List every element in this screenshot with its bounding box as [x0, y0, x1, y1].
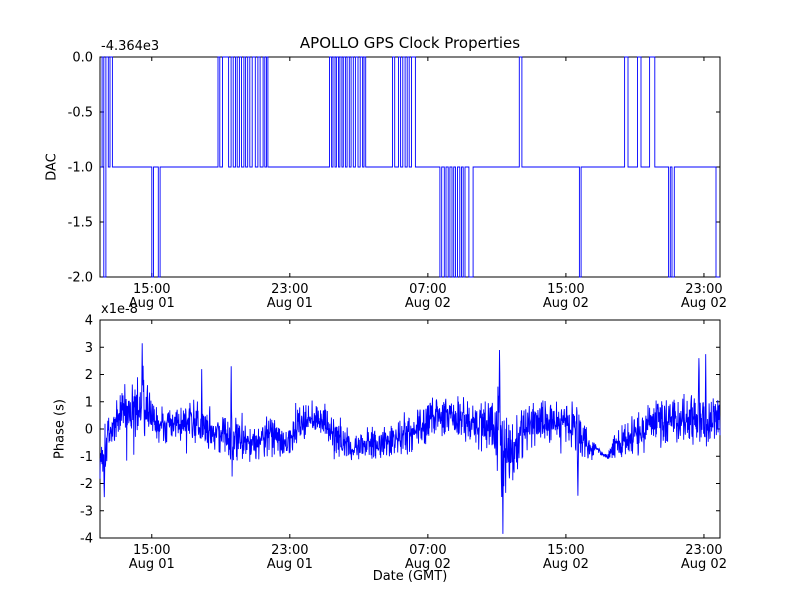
- x-tick-time-label: 15:00: [133, 543, 170, 558]
- x-tick-date-label: Aug 02: [543, 557, 589, 572]
- y-tick-label: -1: [80, 450, 93, 465]
- phase-series-line: [99, 343, 721, 534]
- y-tick-label: -2.0: [68, 271, 93, 286]
- y-tick-label: 1: [85, 395, 93, 410]
- y-tick-label: -1.5: [68, 216, 93, 231]
- y-tick-label: -3: [80, 504, 93, 519]
- x-tick-time-label: 23:00: [271, 543, 308, 558]
- x-tick-time-label: 15:00: [133, 282, 170, 297]
- date-axis-label: Date (GMT): [372, 569, 448, 584]
- dac-axis-label: DAC: [44, 153, 60, 181]
- phase-scale-label: x1e-8: [101, 302, 138, 317]
- y-tick-label: 2: [85, 368, 93, 383]
- y-tick-label: 4: [85, 314, 93, 329]
- dac-series-line: [100, 56, 720, 278]
- x-tick-time-label: 23:00: [685, 282, 722, 297]
- x-tick-date-label: Aug 01: [129, 296, 175, 311]
- y-tick-label: 0.0: [72, 51, 93, 66]
- x-tick-time-label: 15:00: [547, 282, 584, 297]
- x-tick-date-label: Aug 02: [405, 296, 451, 311]
- y-tick-label: -2: [80, 477, 93, 492]
- x-tick-date-label: Aug 02: [543, 296, 589, 311]
- phase-axis-label: Phase (s): [52, 399, 68, 459]
- y-tick-label: -0.5: [68, 106, 93, 121]
- y-tick-label: 3: [85, 341, 93, 356]
- x-tick-time-label: 07:00: [409, 543, 446, 558]
- x-tick-date-label: Aug 02: [405, 557, 451, 572]
- x-tick-date-label: Aug 02: [681, 296, 727, 311]
- x-tick-date-label: Aug 01: [267, 557, 313, 572]
- y-tick-label: -4: [80, 532, 93, 547]
- x-tick-time-label: 15:00: [547, 543, 584, 558]
- chart-title: APOLLO GPS Clock Properties: [299, 34, 521, 52]
- x-tick-date-label: Aug 01: [267, 296, 313, 311]
- y-tick-label: 0: [85, 423, 93, 438]
- y-tick-label: -1.0: [68, 161, 93, 176]
- x-tick-time-label: 07:00: [409, 282, 446, 297]
- x-tick-time-label: 23:00: [685, 543, 722, 558]
- dac-offset-label: -4.364e3: [101, 39, 160, 54]
- x-tick-date-label: Aug 02: [681, 557, 727, 572]
- x-tick-date-label: Aug 01: [129, 557, 175, 572]
- x-tick-time-label: 23:00: [271, 282, 308, 297]
